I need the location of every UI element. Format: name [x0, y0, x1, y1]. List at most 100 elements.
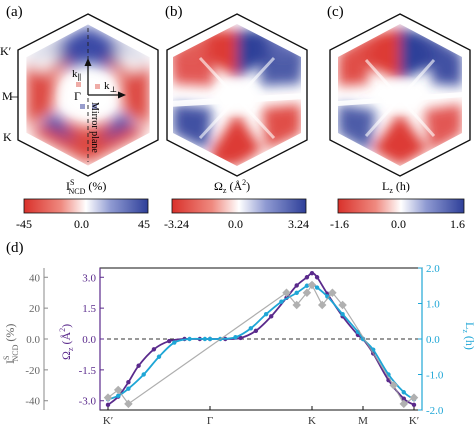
series-point-left	[124, 399, 133, 409]
series-point-mid	[269, 314, 274, 319]
series-point-right	[172, 340, 177, 345]
series-point-mid	[167, 338, 172, 344]
series-point-left	[389, 381, 398, 390]
x-tick-label: K′	[103, 415, 113, 427]
series-line-right	[107, 283, 415, 401]
colorbar-b-min: -3.24	[164, 217, 189, 231]
mid-tick-label: -1.5	[79, 365, 97, 377]
series-point-right	[202, 336, 208, 342]
left-axis-title: I	[3, 360, 17, 364]
right-axis-ticks: 2.0 1.0 0.0 -1.0 -2.0	[418, 263, 444, 417]
brillouin-zone-outline	[166, 13, 308, 177]
colorbar-b-max: 3.24	[288, 217, 309, 231]
colorbar-a-title: I	[66, 179, 70, 193]
x-tick-label: Γ	[207, 415, 213, 427]
colorbar-b-mid: 0.0	[228, 217, 243, 231]
series-point-right	[233, 335, 238, 340]
series-point-mid	[136, 363, 141, 368]
x-tick-label: K′	[409, 415, 419, 427]
panel-a-label: (a)	[6, 4, 23, 20]
colorbar-a-min: -45	[16, 217, 32, 231]
inner-hexagon	[25, 23, 151, 167]
series-point-mid	[314, 275, 320, 280]
series-point-right	[141, 372, 146, 377]
left-tick-label: -20	[25, 365, 40, 377]
series-point-right	[304, 283, 310, 288]
brillouin-zone-outline	[17, 13, 159, 177]
colorbar-c-min: -1.6	[330, 217, 349, 231]
gamma-label: Γ	[74, 89, 81, 103]
series-point-left	[113, 385, 123, 395]
series-line-left	[107, 283, 415, 405]
series-point-right	[207, 336, 213, 342]
mid-tick-label: 1.5	[82, 303, 96, 315]
mid-axis-title: Ω	[59, 351, 73, 360]
right-tick-label: 1.0	[426, 299, 440, 311]
k-parallel-arrowhead	[84, 58, 92, 66]
svg-text:ISNCD (%): ISNCD (%)	[66, 178, 106, 196]
orbital-moment-map	[338, 24, 462, 166]
series-point-mid	[126, 380, 131, 385]
svg-text:k∥: k∥	[72, 68, 81, 82]
series-point-left	[292, 300, 301, 310]
ncd-map	[26, 24, 150, 166]
right-axis-title: L	[463, 322, 474, 329]
left-tick-label: 0.0	[26, 334, 40, 346]
series-point-mid	[401, 396, 406, 401]
series-point-left	[307, 280, 317, 290]
mid-tick-label: 0.0	[82, 334, 96, 346]
colorbar-a-max: 45	[138, 217, 150, 231]
series-point-left	[399, 399, 409, 409]
svg-text:ISNCD (%): ISNCD (%)	[2, 324, 20, 364]
m-label: M	[2, 89, 13, 103]
series-point-left	[328, 288, 337, 297]
colorbar-c: Lz (h) -1.6 0.0 1.6	[330, 179, 465, 231]
left-tick-label: 20	[29, 303, 41, 315]
right-tick-label: -2.0	[426, 405, 444, 417]
colorbar-c-title: L	[382, 179, 389, 193]
panel-b: (b)	[165, 4, 308, 177]
colorbar-c-max: 1.6	[450, 217, 465, 231]
series-point-mid	[304, 275, 310, 280]
panel-b-label: (b)	[165, 4, 183, 20]
series-layer	[103, 270, 419, 409]
series-point-mid	[151, 347, 157, 352]
series-point-left	[103, 393, 113, 402]
panel-d: (d) 40 20 0.0 -20 -40 3.0 1.5 0.0 -1.5 -3.0 2.0 1…	[2, 240, 474, 427]
k-perp-label: k	[104, 80, 110, 92]
x-tick-label: K	[308, 415, 316, 427]
series-point-left	[338, 300, 347, 310]
colorbar-a-mid: 0.0	[74, 217, 89, 231]
panel-a: (a)	[0, 4, 159, 177]
series-point-right	[116, 393, 121, 398]
series-point-mid	[238, 335, 243, 341]
right-tick-label: 0.0	[426, 334, 440, 346]
series-point-left	[282, 288, 291, 297]
series-point-right	[156, 354, 162, 359]
left-tick-label: 40	[29, 272, 41, 284]
svg-text:Lz (h): Lz (h)	[461, 322, 474, 350]
panel-c: (c)	[327, 4, 471, 177]
mid-axis-ticks: 3.0 1.5 0.0 -1.5 -3.0	[79, 272, 104, 408]
mirror-plane-label: Mirror plane	[89, 102, 100, 153]
x-axis-ticks: K′ Γ K M K′	[103, 406, 419, 427]
berry-curvature-map	[173, 24, 301, 166]
colorbar-b-title: Ω	[214, 179, 223, 193]
series-point-left	[302, 288, 312, 297]
series-point-right	[279, 299, 284, 304]
right-tick-label: 2.0	[426, 263, 440, 275]
series-point-mid	[253, 328, 259, 333]
mid-tick-label: 3.0	[82, 272, 96, 284]
mid-tick-label: -3.0	[79, 396, 97, 408]
left-tick-label: -40	[25, 396, 40, 408]
series-point-right	[340, 311, 345, 317]
svg-text:Lz (h): Lz (h)	[382, 179, 410, 195]
colorbar-b: Ωz (Å2) -3.24 0.0 3.24	[164, 178, 309, 231]
series-point-right	[263, 311, 269, 317]
series-point-mid	[411, 402, 417, 408]
colorbar-gradient	[171, 198, 307, 214]
k-label: K	[3, 130, 12, 144]
panel-c-label: (c)	[327, 4, 344, 20]
series-point-left	[317, 300, 327, 310]
